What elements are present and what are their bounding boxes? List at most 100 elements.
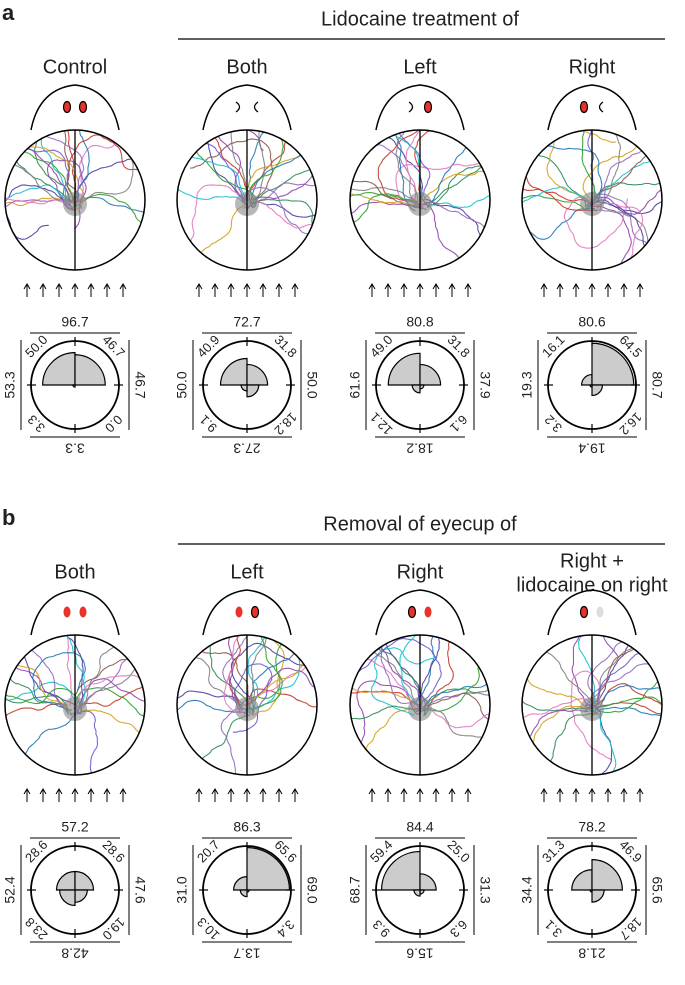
half-label: 80.7 xyxy=(649,371,665,398)
arrow xyxy=(119,788,127,802)
trajectories xyxy=(522,635,662,775)
trajectory xyxy=(5,130,71,210)
trajectory xyxy=(522,636,596,716)
arrow xyxy=(400,788,408,802)
trajectory xyxy=(422,635,490,712)
trajectories xyxy=(350,130,490,270)
trajectory xyxy=(571,635,619,707)
arrow xyxy=(71,283,79,297)
arrow xyxy=(604,788,612,802)
trajectory xyxy=(5,130,85,212)
rose-wedge xyxy=(74,889,88,903)
eye xyxy=(579,100,589,114)
trajectory xyxy=(238,635,273,715)
trajectory xyxy=(359,637,442,711)
half-label: 80.6 xyxy=(578,314,605,330)
trajectory xyxy=(522,186,590,235)
trajectory xyxy=(522,207,595,270)
trajectory xyxy=(350,662,416,720)
eye xyxy=(253,101,259,113)
arrow xyxy=(23,788,31,802)
half-label: 19.3 xyxy=(519,371,535,398)
arrow xyxy=(588,283,596,297)
half-label: 61.6 xyxy=(347,371,363,398)
trajectory xyxy=(585,209,649,270)
trajectory xyxy=(183,635,252,713)
rose-wedge xyxy=(419,363,442,386)
half-label: 50.0 xyxy=(304,371,320,398)
quadrant-label: 23.8 xyxy=(22,914,51,943)
head-outline xyxy=(375,84,465,131)
quadrant-label: 16.2 xyxy=(616,409,645,438)
rose-wedge xyxy=(411,384,421,394)
half-label: 18.2 xyxy=(406,440,433,456)
trajectory xyxy=(570,670,613,761)
section-heading: Lidocaine treatment of xyxy=(321,8,519,30)
trajectory xyxy=(350,635,420,713)
trajectory xyxy=(522,697,592,771)
trajectory xyxy=(5,712,82,772)
trajectory xyxy=(427,161,490,209)
panel-title: Both xyxy=(226,56,267,78)
trajectory xyxy=(423,692,490,723)
eye xyxy=(235,101,241,113)
trajectory xyxy=(586,193,662,270)
trajectory xyxy=(250,198,314,270)
half-label: 15.6 xyxy=(406,945,433,961)
half-label: 34.4 xyxy=(519,876,535,903)
arrow xyxy=(556,788,564,802)
rose-wedge xyxy=(591,384,604,397)
trajectory xyxy=(220,708,284,775)
arrow xyxy=(275,788,283,802)
arrow xyxy=(448,283,456,297)
trajectory xyxy=(350,191,419,242)
arrow xyxy=(211,283,219,297)
trajectories xyxy=(5,635,145,775)
arena xyxy=(349,129,491,271)
trajectory xyxy=(32,652,86,711)
head-outline xyxy=(30,589,120,636)
half-label: 27.3 xyxy=(233,440,260,456)
arrow xyxy=(195,283,203,297)
rose-wedge xyxy=(246,846,291,891)
trajectory xyxy=(222,635,260,711)
trajectory xyxy=(522,654,593,712)
trajectory xyxy=(395,162,490,208)
arrow xyxy=(620,283,628,297)
half-label: 3.3 xyxy=(65,440,85,456)
trajectory xyxy=(26,635,84,713)
arrow xyxy=(243,283,251,297)
trajectories xyxy=(350,635,490,775)
arena xyxy=(176,129,318,271)
rose-wedge xyxy=(42,352,76,386)
trajectory xyxy=(5,197,73,253)
arrow xyxy=(540,788,548,802)
arrow xyxy=(103,788,111,802)
arrow xyxy=(572,788,580,802)
half-label: 47.6 xyxy=(132,876,148,903)
trajectory xyxy=(416,201,490,270)
half-label: 19.4 xyxy=(578,440,605,456)
trajectory xyxy=(202,130,266,202)
half-label: 86.3 xyxy=(233,819,260,835)
arrow xyxy=(636,788,644,802)
panel-title: Left xyxy=(403,56,437,78)
arrow xyxy=(71,788,79,802)
trajectory xyxy=(69,710,103,775)
trajectory xyxy=(350,147,418,203)
arrow xyxy=(243,788,251,802)
rose-wedge xyxy=(74,354,106,386)
quadrant-label: 59.4 xyxy=(367,837,396,866)
arrow xyxy=(23,283,31,297)
half-label: 65.6 xyxy=(649,876,665,903)
trajectory xyxy=(563,196,628,249)
arena xyxy=(521,634,663,776)
eye xyxy=(598,101,604,113)
trajectory xyxy=(413,203,490,265)
trajectory xyxy=(223,635,248,714)
panel-title: lidocaine on right xyxy=(516,574,668,596)
arena xyxy=(521,129,663,271)
trajectory xyxy=(370,647,435,716)
panel-title: Left xyxy=(230,561,264,583)
